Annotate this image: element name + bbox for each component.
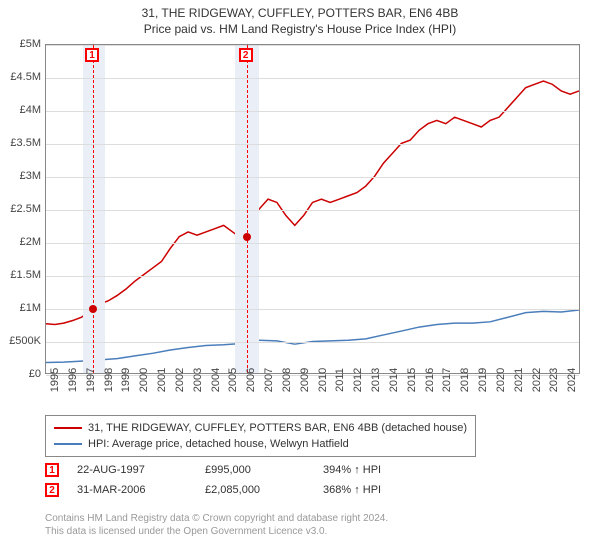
xtick-label: 2008: [281, 368, 293, 392]
legend-item: HPI: Average price, detached house, Welw…: [54, 436, 467, 452]
xtick-label: 2014: [388, 368, 400, 392]
legend-item: 31, THE RIDGEWAY, CUFFLEY, POTTERS BAR, …: [54, 420, 467, 436]
attribution-line-1: Contains HM Land Registry data © Crown c…: [45, 512, 388, 525]
title-line-2: Price paid vs. HM Land Registry's House …: [0, 22, 600, 36]
xtick-label: 1996: [67, 368, 79, 392]
data-point-dot: [243, 233, 251, 241]
reference-vline: [247, 45, 248, 373]
xtick-label: 1997: [85, 368, 97, 392]
gridline-h: [46, 111, 579, 112]
annotation-table: 1 22-AUG-1997 £995,000 394% ↑ HPI 2 31-MAR-20…: [45, 460, 381, 500]
ytick-label: £4M: [0, 104, 41, 116]
ytick-label: £1.5M: [0, 269, 41, 281]
xtick-label: 2021: [513, 368, 525, 392]
xtick-label: 2012: [352, 368, 364, 392]
ytick-label: £4.5M: [0, 71, 41, 83]
annotation-row: 2 31-MAR-2006 £2,085,000 368% ↑ HPI: [45, 480, 381, 500]
callout-marker: 1: [85, 48, 99, 62]
gridline-h: [46, 144, 579, 145]
title-line-1: 31, THE RIDGEWAY, CUFFLEY, POTTERS BAR, …: [0, 6, 600, 20]
gridline-h: [46, 243, 579, 244]
xtick-label: 2002: [174, 368, 186, 392]
xtick-label: 1995: [49, 368, 61, 392]
plot-area: [45, 44, 580, 374]
xtick-label: 2010: [317, 368, 329, 392]
attribution-line-2: This data is licensed under the Open Gov…: [45, 525, 388, 538]
xtick-label: 2003: [192, 368, 204, 392]
annotation-delta: 394% ↑ HPI: [323, 464, 381, 476]
annotation-delta: 368% ↑ HPI: [323, 484, 381, 496]
xtick-label: 2004: [210, 368, 222, 392]
attribution-text: Contains HM Land Registry data © Crown c…: [45, 512, 388, 538]
annotation-date: 22-AUG-1997: [77, 464, 187, 476]
xtick-label: 2007: [263, 368, 275, 392]
gridline-h: [46, 78, 579, 79]
xtick-label: 2011: [334, 368, 346, 392]
callout-marker: 2: [239, 48, 253, 62]
chart-container: 31, THE RIDGEWAY, CUFFLEY, POTTERS BAR, …: [0, 0, 600, 560]
gridline-h: [46, 177, 579, 178]
xtick-label: 2000: [138, 368, 150, 392]
series-svg: [46, 45, 579, 373]
annotation-price: £995,000: [205, 464, 305, 476]
ytick-label: £3M: [0, 170, 41, 182]
gridline-h: [46, 342, 579, 343]
xtick-label: 2020: [495, 368, 507, 392]
ytick-label: £2M: [0, 236, 41, 248]
annotation-row: 1 22-AUG-1997 £995,000 394% ↑ HPI: [45, 460, 381, 480]
xtick-label: 2001: [156, 368, 168, 392]
ytick-label: £2.5M: [0, 203, 41, 215]
legend-label: HPI: Average price, detached house, Welw…: [88, 438, 349, 450]
ytick-label: £500K: [0, 335, 41, 347]
xtick-label: 2006: [245, 368, 257, 392]
legend-swatch: [54, 427, 82, 429]
data-point-dot: [89, 305, 97, 313]
annotation-marker: 2: [45, 483, 59, 497]
xtick-label: 2022: [531, 368, 543, 392]
annotation-date: 31-MAR-2006: [77, 484, 187, 496]
xtick-label: 2023: [548, 368, 560, 392]
xtick-label: 2005: [227, 368, 239, 392]
reference-vline: [93, 45, 94, 373]
xtick-label: 2017: [441, 368, 453, 392]
xtick-label: 2016: [424, 368, 436, 392]
xtick-label: 2015: [406, 368, 418, 392]
legend-label: 31, THE RIDGEWAY, CUFFLEY, POTTERS BAR, …: [88, 422, 467, 434]
gridline-h: [46, 309, 579, 310]
shaded-band: [83, 45, 104, 373]
xtick-label: 1998: [103, 368, 115, 392]
legend-swatch: [54, 443, 82, 445]
xtick-label: 2019: [477, 368, 489, 392]
ytick-label: £3.5M: [0, 137, 41, 149]
xtick-label: 1999: [120, 368, 132, 392]
series-property: [46, 81, 579, 324]
xtick-label: 2009: [299, 368, 311, 392]
annotation-price: £2,085,000: [205, 484, 305, 496]
legend: 31, THE RIDGEWAY, CUFFLEY, POTTERS BAR, …: [45, 415, 476, 457]
ytick-label: £5M: [0, 38, 41, 50]
gridline-h: [46, 276, 579, 277]
xtick-label: 2024: [566, 368, 578, 392]
series-hpi: [46, 310, 579, 362]
ytick-label: £1M: [0, 302, 41, 314]
ytick-label: £0: [0, 368, 41, 380]
title-block: 31, THE RIDGEWAY, CUFFLEY, POTTERS BAR, …: [0, 0, 600, 38]
xtick-label: 2013: [370, 368, 382, 392]
gridline-h: [46, 210, 579, 211]
annotation-marker: 1: [45, 463, 59, 477]
gridline-h: [46, 45, 579, 46]
xtick-label: 2018: [459, 368, 471, 392]
